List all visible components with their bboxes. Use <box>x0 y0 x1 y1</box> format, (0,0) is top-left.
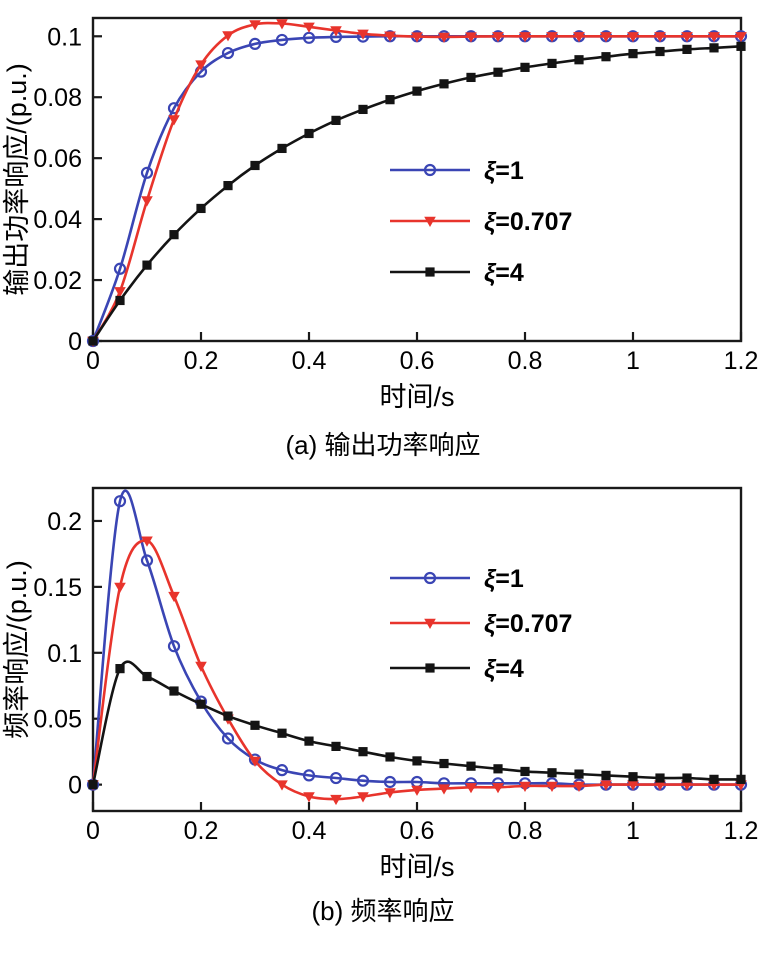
legend-item-xi-1: ξ=1 <box>390 565 524 593</box>
legend: ξ=1 ξ=0.707 ξ=4 <box>390 157 572 287</box>
caption-a: (a) 输出功率响应 <box>285 430 481 460</box>
legend-item-xi-4: ξ=4 <box>390 655 524 683</box>
x-tick-label: 0.2 <box>184 347 219 375</box>
legend-label: ξ=4 <box>484 655 524 683</box>
x-tick-label: 0.4 <box>292 817 327 845</box>
x-axis-label: 时间/s <box>379 382 454 412</box>
caption-b: (b) 频率响应 <box>311 896 455 926</box>
legend-label: ξ=1 <box>484 157 524 185</box>
legend-item-xi-1: ξ=1 <box>390 157 524 185</box>
y-axis-label: 输出功率响应/(p.u.) <box>2 63 32 296</box>
x-tick-label: 0.6 <box>400 817 435 845</box>
x-axis-label: 时间/s <box>379 852 454 882</box>
x-tick-label: 1 <box>626 817 640 845</box>
legend-label: ξ=4 <box>484 259 524 287</box>
y-axis-label: 频率响应/(p.u.) <box>2 560 32 739</box>
x-tick-label: 0.6 <box>400 347 435 375</box>
y-tick-label: 0.1 <box>47 23 82 51</box>
x-ticks: 0 0.2 0.4 0.6 0.8 1 1.2 <box>86 802 758 845</box>
y-tick-label: 0.08 <box>33 84 82 112</box>
x-tick-label: 0.2 <box>184 817 219 845</box>
legend-label: ξ=0.707 <box>484 610 572 638</box>
series-markers-xi-1 <box>86 495 748 791</box>
x-tick-label: 0 <box>86 347 100 375</box>
y-tick-label: 0 <box>68 772 82 800</box>
axis-box <box>91 16 743 343</box>
x-tick-label: 0.8 <box>508 817 543 845</box>
x-tick-label: 1.2 <box>724 817 759 845</box>
series-markers-xi-0707 <box>87 19 747 347</box>
y-tick-label: 0.15 <box>33 574 82 602</box>
y-tick-label: 0.2 <box>47 508 82 536</box>
y-tick-label: 0.05 <box>33 706 82 734</box>
y-ticks: 0 0.02 0.04 0.06 0.08 0.1 <box>33 23 102 356</box>
series-markers-xi-4 <box>88 41 746 346</box>
series-markers-xi-0707 <box>87 536 747 806</box>
x-tick-label: 1.2 <box>724 347 759 375</box>
y-tick-label: 0 <box>68 328 82 356</box>
legend-item-xi-4: ξ=4 <box>390 259 524 287</box>
series-markers-xi-1 <box>86 30 748 348</box>
x-tick-label: 0.8 <box>508 347 543 375</box>
legend-item-xi-0707: ξ=0.707 <box>390 610 572 638</box>
x-tick-label: 0 <box>86 817 100 845</box>
x-tick-label: 0.4 <box>292 347 327 375</box>
x-ticks: 0 0.2 0.4 0.6 0.8 1 1.2 <box>86 332 758 375</box>
y-ticks: 0 0.05 0.1 0.15 0.2 <box>33 508 102 800</box>
legend-label: ξ=1 <box>484 565 524 593</box>
legend: ξ=1 ξ=0.707 ξ=4 <box>390 565 572 683</box>
series-line-xi-0707 <box>91 21 743 343</box>
series-markers-xi-4 <box>88 664 746 790</box>
frequency-response-chart: 0 0.2 0.4 0.6 0.8 1 1.2 0 0.05 0.1 0.15 0.2 ξ=1 ξ=0.7… <box>2 486 758 882</box>
x-tick-label: 1 <box>626 347 640 375</box>
y-tick-label: 0.04 <box>33 206 82 234</box>
output-power-response-chart: 0 0.2 0.4 0.6 0.8 1 1.2 0 0.02 0.04 0.06 0.08 0.1 ξ=1… <box>2 16 758 412</box>
legend-label: ξ=0.707 <box>484 208 572 236</box>
figure: 0 0.2 0.4 0.6 0.8 1 1.2 0 0.02 0.04 0.06 0.08 0.1 ξ=1… <box>2 16 758 926</box>
y-tick-label: 0.02 <box>33 267 82 295</box>
y-tick-label: 0.06 <box>33 145 82 173</box>
legend-item-xi-0707: ξ=0.707 <box>390 208 572 236</box>
y-tick-label: 0.1 <box>47 640 82 668</box>
